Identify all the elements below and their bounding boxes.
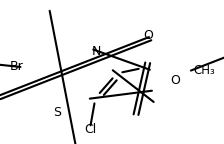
Text: CH₃: CH₃ bbox=[194, 64, 215, 77]
Text: Cl: Cl bbox=[84, 123, 96, 136]
Text: S: S bbox=[54, 106, 61, 119]
Text: N: N bbox=[92, 45, 101, 58]
Text: Br: Br bbox=[10, 60, 24, 73]
Text: O: O bbox=[143, 29, 153, 42]
Text: O: O bbox=[170, 74, 180, 87]
